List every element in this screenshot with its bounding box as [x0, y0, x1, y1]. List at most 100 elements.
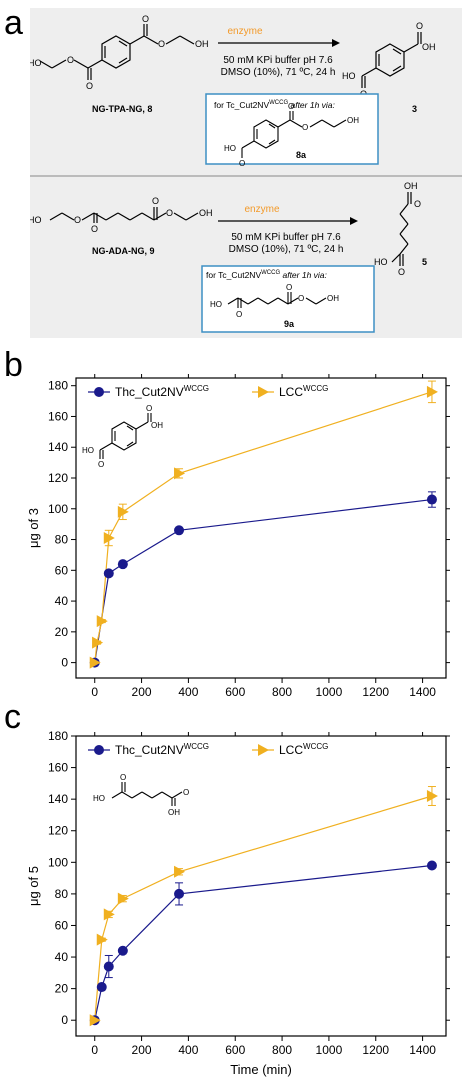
product-structure-3	[361, 32, 422, 88]
atom-label: OH	[404, 181, 418, 191]
atom-label: OH	[327, 294, 339, 303]
inset-caption: for Tc_Cut2NVWCCG after 1h via:	[214, 100, 336, 110]
data-point	[103, 961, 114, 972]
atom-label: OH	[347, 116, 359, 125]
x-tick-label: 1000	[316, 685, 343, 698]
x-tick-label: 800	[272, 685, 292, 698]
error-bars	[97, 786, 436, 990]
atom-label: HO	[210, 300, 222, 309]
atom-label: O	[288, 102, 294, 111]
y-tick-label: 60	[55, 563, 69, 577]
atom-label: O	[414, 199, 421, 209]
data-markers	[89, 385, 438, 669]
data-point	[103, 908, 115, 921]
x-tick-label: 0	[91, 685, 98, 698]
atom-label: HO	[30, 58, 42, 68]
atom-label: HO	[82, 446, 94, 455]
data-point	[103, 568, 114, 579]
y-tick-label: 0	[61, 1013, 68, 1027]
conditions-line-2: DMSO (10%), 71 ºC, 24 h	[221, 67, 336, 78]
atom-label: OH	[199, 208, 213, 218]
conditions-line-1: 50 mM KPi buffer pH 7.6	[231, 232, 341, 243]
legend-marker	[94, 387, 104, 397]
x-tick-label: 800	[272, 1043, 292, 1057]
atom-label: HO	[374, 257, 388, 267]
atom-label: OH	[168, 808, 180, 817]
axis-ticks: 0 200 400 600 800 1000 1200 1400 0 20 40 60 80 100 120…	[26, 729, 450, 1077]
reaction-scheme: O O OH O O HO NG-TPA-NG, 8 enzyme 50 mM …	[30, 8, 462, 338]
legend-name-superscript: WCCG	[303, 384, 328, 393]
y-tick-label: 0	[61, 656, 68, 670]
axis-ticks: 0 200 400 600 800 1000 1200 1400 0 20 40 60 80 100 120…	[26, 374, 450, 698]
atom-label: HO	[30, 215, 42, 225]
x-tick-label: 1200	[362, 1043, 389, 1057]
data-point	[117, 505, 129, 518]
inset-caption: for Tc_Cut2NVWCCG after 1h via:	[206, 270, 328, 280]
atom-label: O	[98, 460, 104, 469]
atom-label: O	[142, 14, 149, 24]
intermediate-label-9a: 9a	[284, 319, 295, 329]
y-tick-label: 180	[48, 379, 68, 393]
panel-label-c: c	[4, 698, 21, 736]
legend-marker	[258, 386, 269, 398]
error-bars	[93, 380, 436, 645]
y-tick-label: 100	[48, 855, 68, 869]
conditions-line-2: DMSO (10%), 71 ºC, 24 h	[229, 244, 344, 255]
y-tick-label: 20	[55, 625, 69, 639]
atom-label: OH	[422, 42, 436, 52]
series-line	[94, 391, 433, 663]
plot-area-border	[75, 377, 447, 679]
atom-label: O	[286, 283, 292, 292]
series-line	[94, 864, 433, 1021]
y-axis-label: μg of 3	[26, 508, 41, 548]
y-tick-label: 80	[55, 887, 69, 901]
legend-label: Thc_Cut2NVWCCG	[115, 742, 209, 757]
inset-structure-adipic-acid	[111, 782, 183, 806]
substrate-structure-8	[39, 24, 195, 80]
x-tick-label: 200	[132, 685, 152, 698]
data-point	[174, 467, 186, 480]
series-lines	[94, 795, 433, 1021]
y-tick-label: 40	[55, 950, 69, 964]
panel-label-a: a	[4, 4, 23, 42]
x-tick-label: 400	[178, 1043, 198, 1057]
data-point	[96, 982, 107, 993]
y-tick-label: 120	[48, 471, 68, 485]
atom-label: O	[298, 294, 304, 303]
intermediate-structure-8a	[241, 111, 347, 158]
chart-c: 0 200 400 600 800 1000 1200 1400 0 20 40 60 80 100 120…	[26, 729, 450, 1077]
legend-label: Thc_Cut2NVWCCG	[115, 384, 209, 399]
y-tick-label: 140	[48, 440, 68, 454]
legend: Thc_Cut2NVWCCG LCCWCCG	[88, 742, 328, 757]
legend-name: LCC	[279, 385, 303, 399]
intermediate-structure-9a	[227, 292, 327, 308]
data-point	[426, 790, 438, 802]
product-label-5: 5	[422, 257, 427, 267]
y-tick-label: 140	[48, 792, 68, 806]
data-point	[96, 933, 108, 946]
legend-label: LCCWCCG	[279, 384, 328, 399]
y-tick-label: 20	[55, 982, 69, 996]
data-markers	[89, 790, 438, 1027]
atom-label: O	[120, 773, 126, 782]
x-tick-label: 1000	[316, 1043, 343, 1057]
atom-label: O	[74, 215, 81, 225]
substrate-structure-9	[49, 207, 199, 223]
atom-label: HO	[342, 71, 356, 81]
legend-name-superscript: WCCG	[184, 742, 209, 751]
x-tick-label: 600	[225, 685, 245, 698]
y-tick-label: 100	[48, 502, 68, 516]
x-tick-label: 1400	[409, 685, 436, 698]
legend: Thc_Cut2NVWCCG LCCWCCG	[88, 384, 328, 399]
atom-label: O	[183, 788, 189, 797]
y-tick-label: 180	[48, 729, 68, 743]
atom-label: O	[152, 196, 159, 206]
arrow-head	[350, 217, 358, 225]
atom-label: HO	[224, 144, 236, 153]
chart-b: 0 200 400 600 800 1000 1200 1400 0 20 40 60 80 100 120…	[26, 374, 450, 698]
data-point	[117, 945, 128, 956]
atom-label: OH	[195, 39, 209, 49]
x-tick-label: 1400	[409, 1043, 436, 1057]
plot-area-border	[75, 735, 447, 1037]
series-line	[94, 795, 433, 1021]
